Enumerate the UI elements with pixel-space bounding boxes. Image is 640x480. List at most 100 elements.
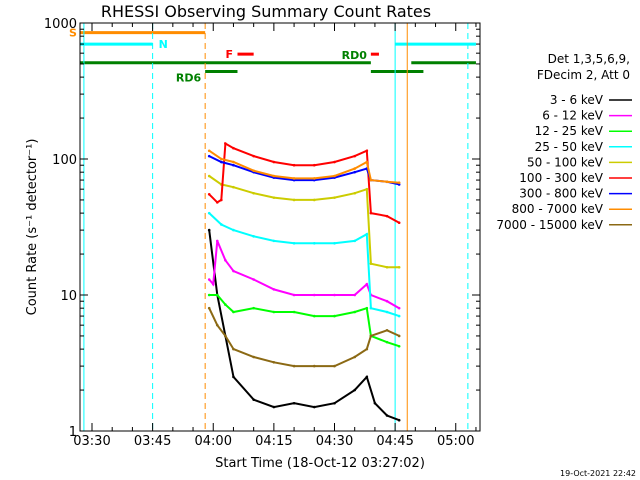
data-point [397,183,401,186]
data-point [220,157,223,161]
data-point [252,355,255,359]
data-point [292,241,296,245]
data-point [252,154,255,158]
legend-entry-label: 100 - 300 keV [519,171,603,185]
data-point [224,258,227,262]
data-point [207,306,211,310]
data-point [385,340,389,344]
data-point [333,174,336,178]
x-tick-label: 04:15 [255,434,292,449]
data-point [353,167,357,170]
data-point [397,418,401,422]
data-point [292,364,296,368]
data-point [385,310,389,314]
legend-entry-label: 3 - 6 keV [550,93,604,107]
data-point [397,181,401,184]
legend-entry-label: 7000 - 15000 keV [496,218,603,232]
data-point [232,375,235,379]
data-point [369,262,373,265]
y-axis-label: Count Rate (s⁻¹ detector⁻¹) [25,139,40,316]
plot-frame [79,22,481,432]
data-point [397,221,401,225]
data-point [215,323,219,327]
legend-entry-label: 6 - 12 keV [542,109,604,123]
series-line [208,141,400,224]
data-point [369,211,373,215]
data-point [365,149,369,153]
x-tick-label: 05:00 [437,434,474,449]
y-tick-label: 1000 [44,17,77,32]
data-point [232,347,235,351]
legend-header-line-2: FDecim 2, Att 0 [537,68,630,82]
data-point [224,303,227,306]
data-point [353,355,357,359]
data-point [232,269,235,273]
data-point [232,228,235,232]
y-tick-label: 100 [52,153,77,168]
x-tick-label: 04:00 [195,434,232,449]
data-point [207,154,211,158]
data-point [365,375,369,379]
y-tick-label: 1 [69,425,77,440]
data-point [385,214,389,218]
data-point [252,169,255,173]
data-point [365,347,369,351]
data-point [353,239,357,243]
series-line [208,175,400,269]
x-axis-label: Start Time (18-Oct-12 03:27:02) [215,456,425,471]
data-point [252,398,255,401]
data-point [215,293,219,297]
data-point [292,310,296,314]
data-point [385,180,389,184]
data-point [207,293,211,297]
data-point [397,314,401,318]
data-point [252,235,255,238]
vertical-line-layer [83,23,469,431]
data-point [272,310,276,314]
data-point [385,299,389,303]
legend-entry-label: 50 - 100 keV [527,155,604,169]
data-point [220,223,223,226]
data-point [353,191,357,195]
data-point [272,405,276,409]
data-point [272,196,276,199]
x-tick-label: 03:45 [134,434,171,449]
data-point [369,306,373,310]
data-point [365,160,369,164]
data-point [232,310,235,314]
data-point [232,185,235,189]
data-point [385,265,389,269]
data-point [333,196,336,199]
data-point [312,364,316,368]
data-point [365,187,369,191]
data-point [333,314,336,318]
annotation-label: RD6 [176,71,202,84]
data-point [333,241,336,245]
data-point [333,364,336,368]
data-point [312,177,316,180]
data-point [385,329,389,332]
tick-layer: 03:30 03:45 04:00 04:15 04:30 04:45 05:00 1 10 10… [44,17,480,449]
data-point [272,160,276,164]
annotation-layer: S N F RD0 RD6 [69,27,476,84]
data-point [224,334,227,338]
series-line [208,229,400,422]
series-line [208,307,400,368]
legend-entry-label: 25 - 50 keV [535,140,604,154]
data-point [220,198,223,202]
series-layer [207,141,401,422]
data-point [207,211,211,215]
data-point [333,160,336,164]
data-point [397,344,401,348]
data-point [292,293,296,297]
data-point [252,191,255,195]
data-point [292,198,296,202]
series-line [209,294,400,348]
data-point [292,401,296,405]
data-point [312,314,316,318]
data-point [272,174,276,178]
data-point [353,293,357,297]
data-point [312,198,316,202]
legend-entry-label: 800 - 7000 keV [512,202,604,216]
